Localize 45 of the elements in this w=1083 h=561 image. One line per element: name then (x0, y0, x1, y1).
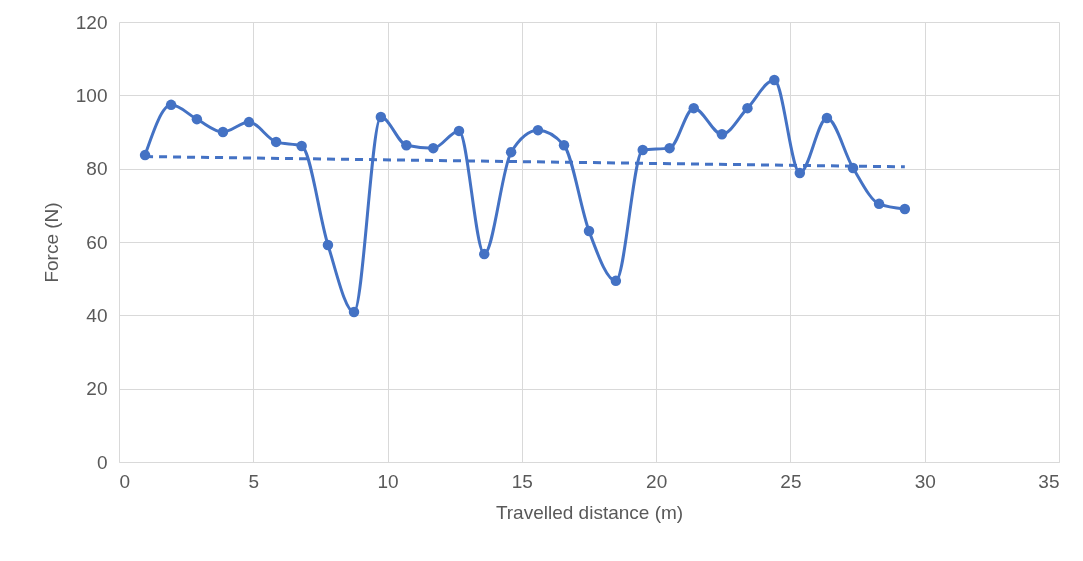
point (243, 116, 255, 128)
point (401, 139, 412, 151)
point (558, 139, 570, 151)
x-tick-label: 0 (119, 470, 131, 492)
point (821, 112, 833, 124)
y-tick-label: 20 (86, 378, 108, 400)
x-tick-label: 25 (780, 470, 802, 492)
point (505, 146, 517, 158)
point (688, 102, 699, 114)
point (583, 225, 595, 237)
y-tick-label: 60 (86, 231, 108, 253)
point (742, 102, 753, 114)
point (217, 126, 229, 138)
x-tick-label: 10 (377, 470, 399, 492)
y-axis-title: Force (N) (40, 202, 62, 283)
y-tick-label: 80 (86, 158, 108, 180)
y-tick-label: 120 (75, 11, 108, 33)
point (322, 239, 334, 251)
point (873, 198, 885, 210)
x-tick-label: 30 (914, 470, 936, 492)
point (270, 136, 282, 148)
point (427, 142, 439, 154)
y-tick-label: 40 (86, 304, 108, 326)
x-tick-label: 15 (511, 470, 533, 492)
point (610, 275, 622, 287)
point (165, 99, 177, 111)
x-tick-label: 5 (248, 470, 260, 492)
point (899, 203, 911, 215)
x-tick-label: 20 (646, 470, 668, 492)
point (769, 74, 780, 86)
point (375, 111, 387, 123)
point (637, 144, 648, 156)
point (453, 125, 465, 137)
y-tick-label: 100 (75, 84, 108, 106)
x-tick-label: 35 (1038, 470, 1060, 492)
point (716, 128, 728, 140)
point (348, 306, 360, 318)
point (664, 142, 675, 154)
point (296, 140, 307, 152)
point (794, 167, 806, 179)
point (479, 248, 490, 260)
y-tick-label: 0 (96, 451, 108, 473)
point (191, 113, 203, 125)
x-axis-title: Travelled distance (m) (495, 501, 684, 523)
point (532, 124, 544, 136)
